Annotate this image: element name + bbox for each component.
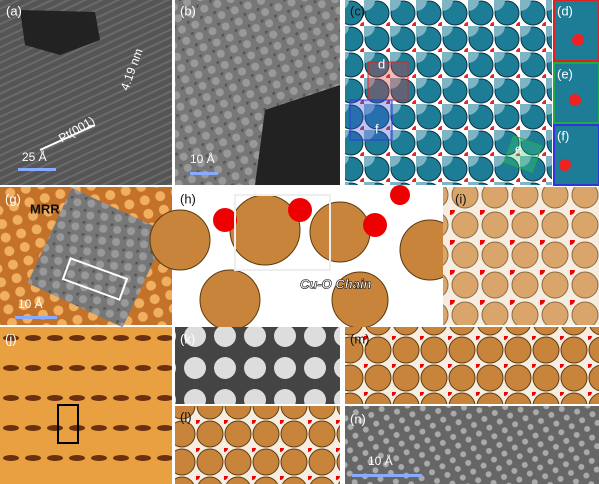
panel-l [175, 406, 340, 484]
marker: e [515, 141, 522, 156]
panel-label: (n) [350, 411, 366, 426]
scale-text: 10 Å [18, 296, 43, 311]
box [61, 257, 129, 301]
panel-label: (i) [455, 191, 467, 206]
annotation: Cu-O Chain [300, 276, 372, 291]
marker: d [378, 56, 385, 71]
panel-label: (f) [557, 128, 569, 143]
box [57, 404, 79, 444]
oxygen [213, 185, 410, 237]
terrace [20, 10, 100, 55]
atoms [149, 194, 461, 331]
box-f [349, 99, 393, 141]
scale-text: 25 Å [22, 149, 47, 164]
panel-n [345, 406, 599, 484]
panel-label: (k) [180, 331, 195, 346]
panel-label: (c) [350, 3, 365, 18]
panel-label: (j) [5, 331, 17, 346]
panel-label: (h) [180, 191, 196, 206]
panel-label: (e) [557, 66, 573, 81]
panel-k [175, 327, 340, 404]
panel-label: (d) [557, 3, 573, 18]
panel-label: (l) [180, 409, 192, 424]
box [234, 194, 331, 271]
panel-label: (m) [350, 331, 370, 346]
scale-bar [190, 172, 218, 175]
panel-d [553, 0, 599, 62]
panel-c [345, 0, 552, 185]
panel-j [0, 327, 172, 484]
panel-m [345, 327, 599, 404]
scale-bar [352, 474, 422, 477]
annotation: MRR [30, 201, 60, 216]
panel-label: (a) [6, 3, 22, 18]
panel-f [553, 124, 599, 186]
panel-e [553, 62, 599, 124]
panel-i [443, 187, 599, 325]
panel-label: (b) [180, 3, 196, 18]
sim-overlay [27, 187, 168, 328]
scale-text: 10 Å [368, 453, 393, 468]
panel-label: (g) [5, 191, 21, 206]
scale-bar [18, 168, 56, 171]
box-e [503, 135, 543, 173]
sim-overlay [255, 85, 340, 185]
arrow [39, 124, 96, 151]
scale-text: 10 Å [190, 151, 215, 166]
scale-bar [15, 316, 57, 319]
marker: f [375, 121, 379, 136]
box-d [367, 61, 409, 101]
